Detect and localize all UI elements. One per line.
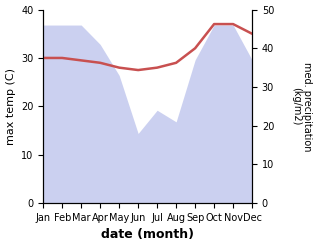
Y-axis label: med. precipitation
(kg/m2): med. precipitation (kg/m2) xyxy=(291,62,313,151)
Y-axis label: max temp (C): max temp (C) xyxy=(5,68,16,145)
X-axis label: date (month): date (month) xyxy=(101,228,194,242)
